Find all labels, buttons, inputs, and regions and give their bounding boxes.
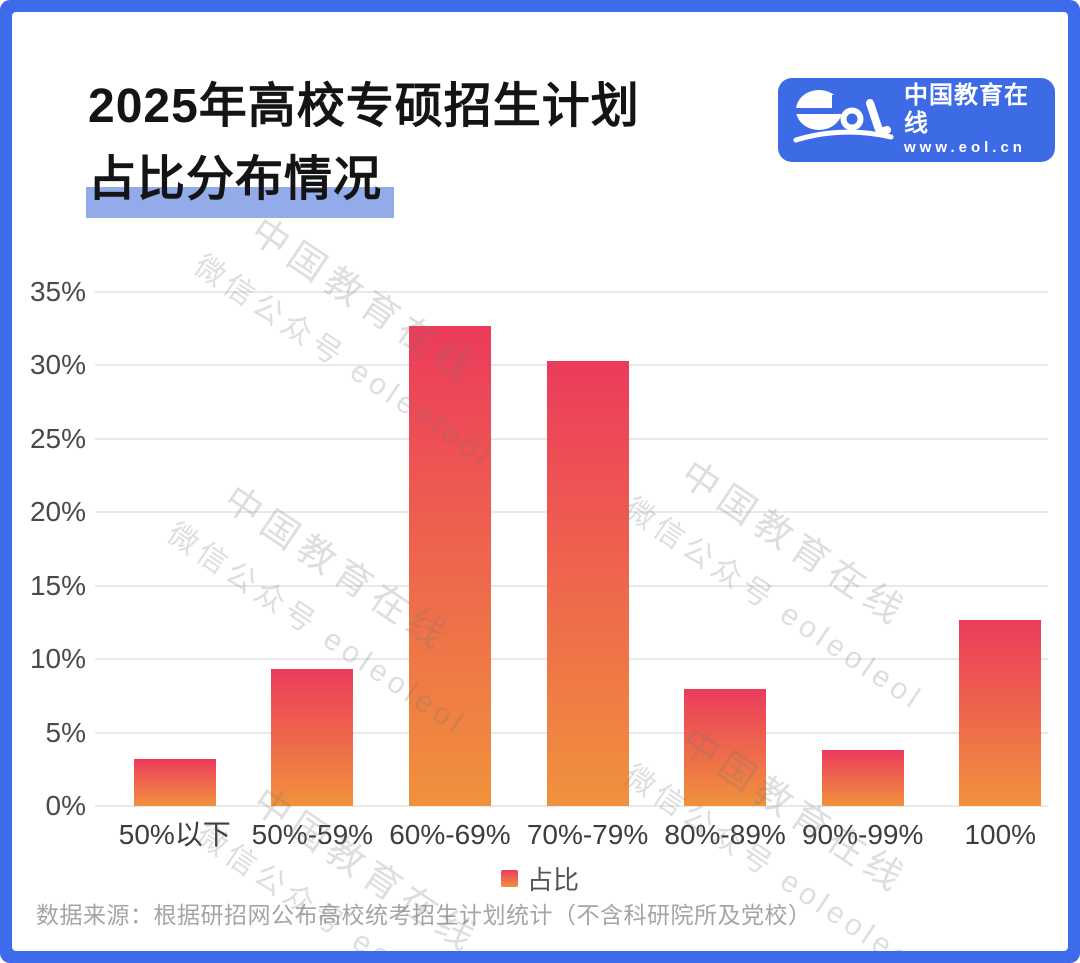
x-tick-label: 50%-59% (251, 819, 374, 850)
legend-swatch (500, 870, 518, 887)
y-tick-label: 20% (29, 496, 86, 528)
y-tick-label: 25% (29, 422, 86, 454)
bar-90%-99% (821, 750, 904, 806)
bar-slot (656, 292, 794, 806)
y-tick-label: 10% (29, 643, 86, 675)
y-tick-label: 35% (29, 276, 86, 307)
bar-80%-89% (684, 688, 767, 806)
y-tick-label: 5% (45, 716, 86, 748)
x-tick-label: 60%-69% (389, 819, 511, 850)
bar-slot (519, 292, 657, 806)
gridline (95, 805, 1048, 807)
bar-50%以下 (133, 759, 216, 806)
gridline (95, 291, 1048, 293)
x-axis: 50%以下 50%-59% 60%-69% 70%-79% 80%-89% 90%-99%… (106, 818, 1068, 852)
bar-slot (931, 292, 1068, 806)
legend-label: 占比 (526, 865, 579, 895)
logo-url: www.eol.cn (904, 139, 1026, 156)
page-title-line2: 占比分布情况 (85, 143, 395, 218)
logo-brand-name: 中国教育在线 (904, 82, 1029, 137)
bar-slot (106, 292, 244, 806)
bar-50%-59% (271, 669, 354, 806)
legend: 占比 (12, 860, 1068, 897)
x-tick-label: 90%-99% (801, 819, 924, 850)
y-tick-label: 30% (29, 349, 86, 381)
y-axis: 0% 5% 10% 15% 20% 25% 30% 35% (12, 276, 86, 821)
eol-logo-badge: 中国教育在线 www.eol.cn (778, 78, 1055, 162)
x-tick-label: 100% (964, 819, 1037, 850)
y-tick-label: 0% (45, 790, 86, 821)
bar-100% (959, 619, 1042, 806)
data-source-note: 数据来源：根据研招网公布高校统考招生计划统计（不含科研院所及党校） (36, 902, 812, 928)
x-tick-label: 70%-79% (526, 819, 649, 850)
y-tick-label: 15% (29, 569, 86, 601)
eol-logo-icon (792, 85, 896, 156)
bar-60%-69% (408, 325, 491, 806)
x-tick-label: 80%-89% (664, 819, 786, 850)
x-tick-label: 50%以下 (118, 819, 231, 850)
bar-slot (244, 292, 382, 806)
bar-series (106, 292, 1068, 806)
page-title: 2025年高校专硕招生计划 占比分布情况 (85, 70, 640, 218)
infographic-canvas: 2025年高校专硕招生计划 占比分布情况 中国教育在线 www.eol.cn (12, 12, 1068, 951)
bar-slot (794, 292, 932, 806)
page-title-line1: 2025年高校专硕招生计划 (88, 80, 640, 133)
bar-slot (381, 292, 519, 806)
bar-70%-79% (546, 361, 629, 806)
